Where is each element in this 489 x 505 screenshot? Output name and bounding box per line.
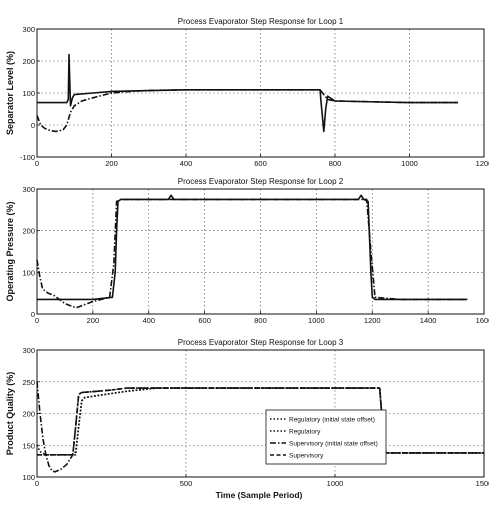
series-line-4 bbox=[37, 387, 484, 456]
y-tick-label: 100 bbox=[22, 473, 35, 482]
chart-title: Process Evaporator Step Response for Loo… bbox=[178, 338, 344, 347]
axes-frame bbox=[36, 188, 485, 315]
series-line-1 bbox=[37, 194, 468, 301]
y-tick-label: 300 bbox=[22, 185, 35, 194]
x-tick-label: 1000 bbox=[327, 479, 344, 488]
y-tick-label: 200 bbox=[22, 57, 35, 66]
y-axis-label: Operating Pressure (%) bbox=[5, 201, 15, 301]
series-line-1 bbox=[37, 53, 458, 133]
y-tick-label: 250 bbox=[22, 378, 35, 387]
x-tick-label: 1000 bbox=[401, 159, 418, 168]
x-tick-label: 400 bbox=[142, 316, 155, 325]
x-tick-label: 200 bbox=[87, 316, 100, 325]
x-tick-label: 0 bbox=[35, 479, 39, 488]
y-axis-label: Product Quality (%) bbox=[5, 372, 15, 456]
legend-label: Regulatory bbox=[289, 429, 321, 436]
y-tick-label: 100 bbox=[22, 89, 35, 98]
x-tick-label: 800 bbox=[329, 159, 342, 168]
y-tick-label: 150 bbox=[22, 441, 35, 450]
x-tick-label: 0 bbox=[35, 316, 39, 325]
x-tick-label: 1200 bbox=[476, 159, 489, 168]
x-tick-label: 1500 bbox=[476, 479, 489, 488]
chart-title: Process Evaporator Step Response for Loo… bbox=[178, 17, 344, 26]
series-line-1 bbox=[36, 387, 484, 456]
y-tick-label: 300 bbox=[22, 346, 35, 355]
y-axis-label: Separator Level (%) bbox=[5, 51, 15, 135]
plot-loop-3: 0 500 1000 1500 100 150 200 250 300 Process Evapo… bbox=[5, 338, 489, 488]
x-tick-label: 200 bbox=[105, 159, 118, 168]
x-tick-label: 800 bbox=[254, 316, 267, 325]
x-tick-label: 500 bbox=[180, 479, 193, 488]
series-line-3 bbox=[36, 381, 484, 473]
x-tick-label: 400 bbox=[180, 159, 193, 168]
x-tick-label: 600 bbox=[198, 316, 211, 325]
y-tick-label: 200 bbox=[22, 227, 35, 236]
y-tick-label: 100 bbox=[22, 268, 35, 277]
x-tick-label: 1400 bbox=[420, 316, 437, 325]
legend-label: Supervisory bbox=[289, 453, 324, 460]
series-line-2 bbox=[37, 387, 484, 456]
series-line-2 bbox=[36, 198, 468, 309]
chart-title: Process Evaporator Step Response for Loo… bbox=[178, 177, 344, 186]
x-axis-label: Time (Sample Period) bbox=[216, 490, 303, 500]
axes-frame bbox=[36, 349, 485, 478]
x-tick-label: 1200 bbox=[364, 316, 381, 325]
plot-loop-1: 020040060080010001200-1000100200300Proce… bbox=[5, 17, 489, 168]
y-tick-label: 0 bbox=[31, 310, 35, 319]
y-tick-label: -100 bbox=[20, 153, 35, 162]
series-line-2 bbox=[36, 89, 458, 133]
y-tick-label: 0 bbox=[31, 121, 35, 130]
x-tick-label: 600 bbox=[254, 159, 267, 168]
legend-label: Supervisory (initial state offset) bbox=[289, 441, 378, 448]
x-tick-label: 1000 bbox=[308, 316, 325, 325]
x-tick-label: 0 bbox=[35, 159, 39, 168]
y-tick-label: 200 bbox=[22, 410, 35, 419]
legend-label: Regulatory (initial state offset) bbox=[289, 417, 375, 424]
y-tick-label: 300 bbox=[22, 25, 35, 34]
